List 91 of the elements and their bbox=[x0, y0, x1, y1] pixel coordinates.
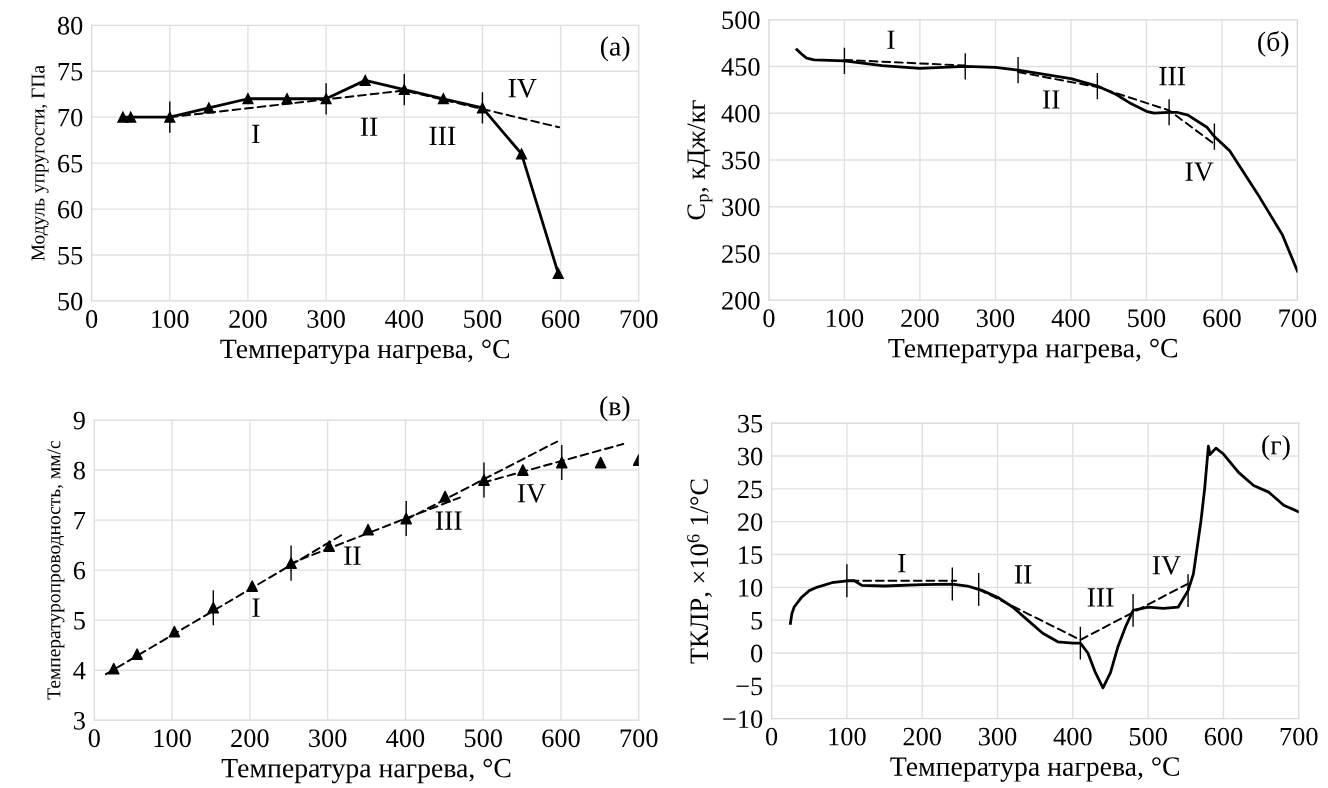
y-tick-label: 60 bbox=[58, 200, 83, 219]
x-tick-label: 400 bbox=[386, 729, 425, 748]
y-tick-label: 8 bbox=[73, 461, 85, 480]
y-tick-label: 30 bbox=[738, 447, 763, 466]
x-tick-label: 200 bbox=[229, 310, 267, 328]
x-tick-label: 100 bbox=[829, 727, 866, 746]
y-tick-label: 4 bbox=[73, 661, 86, 680]
y-tick-label: 20 bbox=[738, 513, 763, 532]
x-tick-label: 600 bbox=[1203, 309, 1241, 328]
annotation: IV bbox=[508, 79, 537, 98]
x-tick-label: 300 bbox=[978, 727, 1017, 746]
x-tick-label: 700 bbox=[1280, 727, 1318, 746]
annotation: (б) bbox=[1258, 30, 1289, 57]
annotation: IV bbox=[517, 484, 546, 503]
y-tick-label: 80 bbox=[57, 16, 83, 35]
y-tick-label: 55 bbox=[58, 246, 83, 265]
annotation: II bbox=[360, 117, 378, 136]
y-tick-label: 50 bbox=[58, 292, 83, 311]
x-tick-label: 0 bbox=[88, 729, 100, 748]
annotation: I bbox=[252, 124, 260, 144]
y-tick-label: 35 bbox=[738, 414, 763, 433]
annotation: IV bbox=[1152, 556, 1181, 575]
y-tick-label: 75 bbox=[58, 63, 83, 81]
y-tick-label: 5 bbox=[751, 612, 763, 630]
y-tick-label: 5 bbox=[74, 612, 85, 630]
x-tick-label: 400 bbox=[385, 310, 424, 328]
annotation: II bbox=[1042, 90, 1060, 109]
annotation: (в) bbox=[600, 395, 630, 422]
y-tick-label: 200 bbox=[722, 291, 760, 310]
y-axis-title: Модуль упругости, ГПа bbox=[31, 65, 49, 261]
x-tick-label: 200 bbox=[231, 729, 269, 748]
x-tick-label: 600 bbox=[542, 729, 580, 748]
y-axis-title: Температуропроводность, мм/с bbox=[47, 441, 65, 700]
annotation: III bbox=[429, 126, 456, 145]
y-tick-label: 10 bbox=[739, 578, 763, 597]
y-tick-label: 70 bbox=[58, 108, 83, 127]
y-tick-label: 7 bbox=[74, 511, 86, 530]
x-tick-label: 700 bbox=[1279, 309, 1317, 328]
annotation: I bbox=[898, 554, 906, 573]
x-tick-label: 600 bbox=[541, 310, 580, 328]
y-tick-label: −10 bbox=[723, 710, 763, 729]
annotation: II bbox=[1014, 565, 1032, 584]
x-tick-label: 700 bbox=[620, 729, 658, 748]
x-axis-title: Температура нагрева, °C bbox=[888, 338, 1178, 364]
y-tick-label: 450 bbox=[721, 58, 760, 76]
x-tick-label: 500 bbox=[1128, 309, 1166, 328]
x-tick-label: 600 bbox=[1204, 727, 1243, 746]
y-tick-label: 300 bbox=[722, 198, 760, 217]
y-axis-title: ТКЛР, ×10$^{6}$ 1/°C bbox=[687, 479, 712, 664]
x-tick-label: 100 bbox=[152, 310, 189, 328]
annotation: I bbox=[252, 598, 260, 617]
x-axis-title: Температура нагрева, °C bbox=[220, 339, 510, 365]
y-axis-title: C$_{p}$, кДж/кг bbox=[687, 100, 713, 220]
y-tick-label: 350 bbox=[722, 151, 760, 170]
annotation: IV bbox=[1185, 162, 1214, 182]
x-axis-title: Температура нагрева, °C bbox=[221, 758, 511, 784]
annotation: III bbox=[1087, 588, 1114, 607]
y-tick-label: 15 bbox=[739, 546, 763, 564]
x-tick-label: 700 bbox=[620, 310, 658, 328]
y-tick-label: 500 bbox=[722, 11, 760, 30]
x-tick-label: 0 bbox=[763, 309, 775, 328]
y-tick-label: 6 bbox=[73, 561, 86, 580]
x-tick-label: 0 bbox=[765, 727, 778, 746]
x-tick-label: 400 bbox=[1051, 309, 1090, 328]
x-tick-label: 0 bbox=[86, 310, 98, 328]
x-tick-label: 100 bbox=[154, 729, 191, 748]
y-tick-label: −5 bbox=[736, 677, 763, 696]
y-tick-label: 0 bbox=[751, 644, 763, 663]
x-tick-label: 200 bbox=[903, 727, 941, 746]
annotation: II bbox=[344, 546, 361, 565]
y-tick-label: 400 bbox=[721, 104, 760, 123]
y-tick-label: 65 bbox=[58, 154, 83, 173]
x-tick-label: 100 bbox=[826, 309, 864, 328]
x-tick-label: 200 bbox=[901, 309, 939, 328]
y-tick-label: 3 bbox=[74, 711, 85, 730]
x-tick-label: 300 bbox=[976, 309, 1015, 328]
y-tick-label: 9 bbox=[73, 411, 85, 430]
y-tick-label: 25 bbox=[738, 480, 763, 499]
x-tick-label: 500 bbox=[464, 729, 502, 748]
x-tick-label: 500 bbox=[464, 310, 502, 328]
annotation: (г) bbox=[1262, 434, 1290, 461]
y-tick-label: 250 bbox=[722, 245, 760, 263]
annotation: III bbox=[1159, 67, 1186, 86]
x-axis-title: Температура нагрева, °C bbox=[890, 757, 1179, 782]
annotation: (a) bbox=[600, 36, 630, 62]
annotation: I bbox=[887, 30, 895, 49]
x-tick-label: 300 bbox=[309, 729, 347, 748]
x-tick-label: 400 bbox=[1053, 727, 1092, 746]
x-tick-label: 300 bbox=[307, 310, 345, 328]
x-tick-label: 500 bbox=[1129, 727, 1167, 746]
annotation: III bbox=[435, 511, 462, 530]
